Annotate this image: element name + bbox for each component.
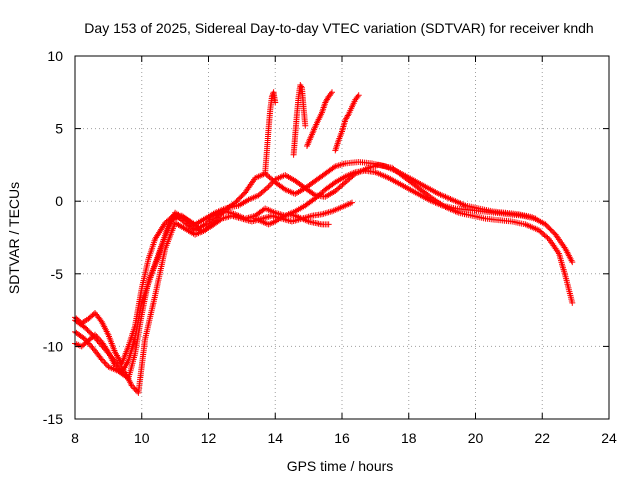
chart-title: Day 153 of 2025, Sidereal Day-to-day VTE… (84, 20, 593, 36)
y-tick-label: -15 (43, 411, 63, 427)
tick-layer: 8 10 12 14 16 18 20 22 24 -15 -10 -5 0 5 10 (43, 48, 617, 446)
x-tick-label: 18 (401, 430, 417, 446)
x-tick-label: 8 (71, 430, 79, 446)
x-tick-label: 22 (534, 430, 550, 446)
y-tick-label: 0 (55, 193, 63, 209)
series-markers (252, 211, 332, 228)
series-track-e (252, 211, 332, 228)
series-markers (290, 82, 309, 158)
x-tick-label: 20 (468, 430, 484, 446)
series-markers (332, 92, 362, 154)
x-tick-label: 10 (134, 430, 150, 446)
x-tick-label: 12 (201, 430, 217, 446)
series-spike-1 (262, 89, 279, 176)
y-axis-label: SDTVAR / TECUs (6, 182, 22, 294)
y-tick-label: -5 (51, 266, 64, 282)
x-tick-label: 14 (267, 430, 283, 446)
x-tick-label: 24 (601, 430, 617, 446)
series-markers (262, 89, 279, 176)
series-spike-2 (290, 82, 309, 158)
series-spike-4 (332, 92, 362, 154)
series-spike-3 (304, 89, 335, 149)
x-axis-label: GPS time / hours (287, 458, 394, 474)
x-tick-label: 16 (334, 430, 350, 446)
grid-layer (75, 56, 609, 419)
y-tick-label: -10 (43, 338, 63, 354)
series-markers (304, 89, 335, 149)
y-tick-label: 5 (55, 121, 63, 137)
y-tick-label: 10 (47, 48, 63, 64)
